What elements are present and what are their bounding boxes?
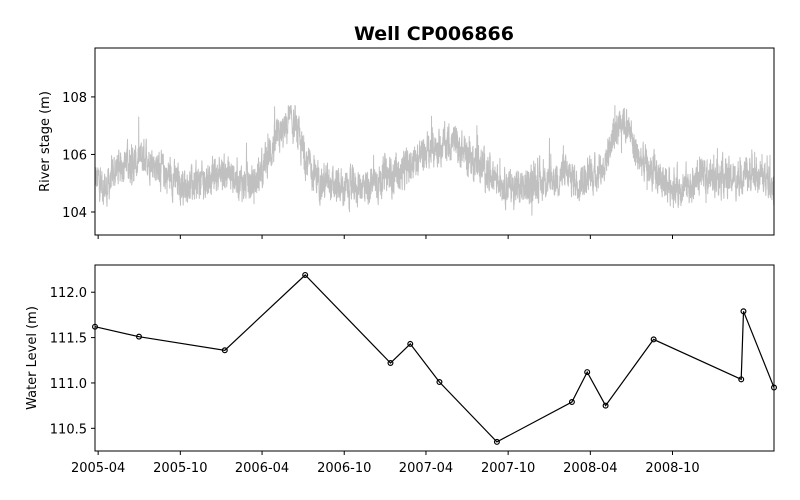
river-stage-axes-frame [94, 47, 775, 236]
x-tick-label: 2008-10 [645, 461, 699, 476]
x-tick-label: 2007-10 [481, 461, 535, 476]
river-stage-panel: 104 106 108 River stage (m) [38, 47, 775, 239]
water-level-point [650, 336, 657, 343]
water-level-y-tick-label: 111.0 [50, 377, 87, 392]
water-level-point [436, 379, 443, 386]
water-level-point [584, 369, 591, 376]
x-tick-label: 2005-04 [71, 461, 125, 476]
water-level-series [91, 271, 777, 445]
water-level-point [221, 347, 228, 354]
x-tick-label: 2005-10 [153, 461, 207, 476]
water-level-point [136, 333, 143, 340]
x-tick-label: 2006-04 [235, 461, 289, 476]
water-level-y-label: Water Level (m) [25, 306, 40, 410]
x-tick-label: 2008-04 [563, 461, 617, 476]
water-level-point [493, 438, 500, 445]
chart-title: Well CP006866 [354, 23, 514, 45]
river-stage-y-tick-label: 106 [62, 148, 87, 163]
water-level-y-tick-label: 110.5 [50, 422, 87, 437]
water-level-point [740, 308, 747, 315]
river-stage-y-tick-label: 104 [62, 206, 87, 221]
river-stage-x-ticks [97, 235, 674, 239]
river-stage-y-ticks: 104 106 108 [62, 91, 95, 221]
water-level-y-tick-label: 111.5 [50, 332, 87, 347]
water-level-y-tick-label: 112.0 [50, 286, 87, 301]
water-level-y-ticks: 110.5 111.0 111.5 112.0 [50, 286, 95, 437]
water-level-line [94, 274, 775, 443]
water-level-point [387, 359, 394, 366]
water-level-axes-frame [94, 264, 775, 452]
river-stage-y-label: River stage (m) [38, 91, 53, 192]
water-level-panel: 110.5 111.0 111.5 112.0 2005-04 2005-10 2006-… [25, 264, 777, 476]
water-level-x-ticks: 2005-04 2005-10 2006-04 2006-10 2007-04 2007-… [71, 451, 700, 476]
water-level-point [738, 376, 745, 383]
x-tick-label: 2006-10 [317, 461, 371, 476]
x-tick-label: 2007-04 [399, 461, 453, 476]
water-level-point [407, 340, 414, 347]
water-level-point [602, 402, 609, 409]
water-level-point [302, 271, 309, 278]
river-stage-y-tick-label: 108 [62, 91, 87, 106]
river-stage-line [94, 105, 775, 216]
water-level-point [568, 399, 575, 406]
river-stage-series [94, 105, 775, 216]
